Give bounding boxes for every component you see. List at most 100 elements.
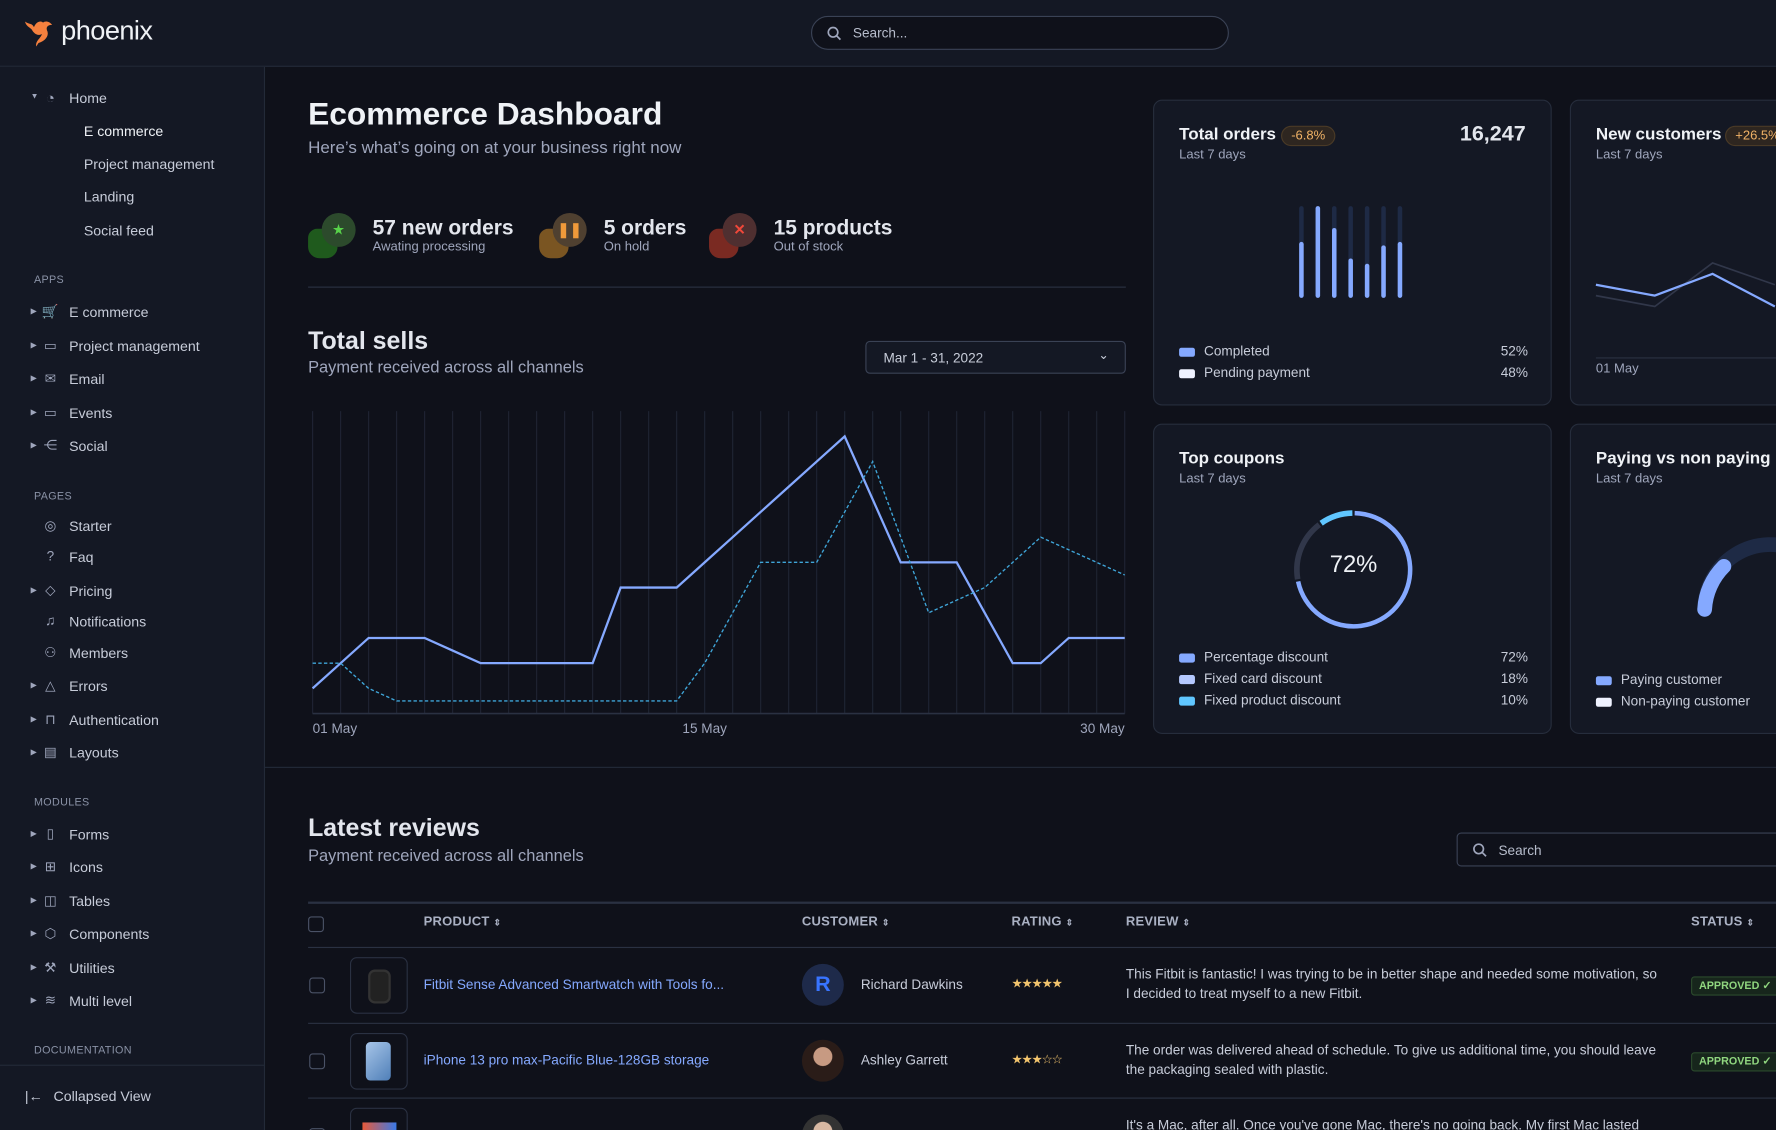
column-header-status[interactable]: STATUS ⇕ (1691, 915, 1755, 929)
chevron-down-icon: ⌄ (1098, 348, 1109, 363)
select-all-checkbox[interactable] (308, 916, 324, 933)
star-icon: ★ (321, 212, 356, 247)
sidebar-item-email[interactable]: ▶ ✉ Email (0, 368, 265, 393)
review-text: This Fitbit is fantastic! I was trying t… (1125, 966, 1657, 1002)
reviews-search-input[interactable]: Search (1456, 832, 1776, 867)
sidebar-item-home[interactable]: ▼ ◔ Home (0, 87, 265, 112)
sidebar-item-faq[interactable]: ? Faq (0, 546, 265, 571)
card-period: Last 7 days (1595, 148, 1663, 162)
stat-label: Awating processing (372, 240, 486, 254)
sidebar-subitem-landing[interactable]: Landing (83, 189, 135, 206)
legend-swatch (1179, 675, 1195, 685)
sidebar-item-icons[interactable]: ▶ ⊞ Icons (0, 856, 265, 881)
row-checkbox[interactable] (309, 977, 326, 994)
avatar[interactable]: R (801, 963, 844, 1006)
sidebar-item-errors[interactable]: ▶ △ Errors (0, 675, 265, 700)
sidebar-section-title: MODULES (33, 796, 90, 809)
phoenix-logo-icon (24, 21, 53, 47)
sidebar-subitem-e-commerce[interactable]: E commerce (83, 123, 164, 140)
product-thumbnail[interactable] (349, 957, 408, 1014)
sidebar-item-project-management[interactable]: ▶ ▭ Project management (0, 335, 265, 360)
sidebar-item-multi-level[interactable]: ▶ ≋ Multi level (0, 990, 265, 1015)
avatar[interactable] (801, 1039, 844, 1082)
cart-icon: 🛒 (41, 303, 59, 320)
collapse-arrow-icon: |← (24, 1088, 43, 1105)
product-link[interactable]: Fitbit Sense Advanced Smartwatch with To… (423, 976, 725, 993)
series-line-0 (311, 434, 1125, 690)
avatar[interactable] (801, 1114, 844, 1130)
column-header-review[interactable]: REVIEW ⇕ (1125, 915, 1191, 929)
customer-name[interactable]: Richard Dawkins (860, 976, 963, 993)
compass-icon: ◎ (44, 517, 57, 534)
legend-swatch (1179, 369, 1195, 379)
help-circle-icon: ? (46, 548, 55, 565)
latest-reviews-title: Latest reviews (308, 813, 480, 842)
search-placeholder: Search (1498, 842, 1542, 859)
tag-icon: ◇ (45, 582, 56, 599)
sidebar-item-notifications[interactable]: ♫ Notifications (0, 610, 265, 635)
sidebar-item-social[interactable]: ▶ ⋲ Social (0, 435, 265, 460)
sidebar-subitem-social-feed[interactable]: Social feed (83, 223, 154, 239)
table-row: iPhone 13 pro max-Pacific Blue-128GB sto… (308, 1024, 1776, 1099)
donut-center-label: 72% (1329, 551, 1378, 578)
customer-name[interactable]: Ashley Garrett (860, 1052, 948, 1069)
rating-stars: ★★★★★ (1011, 977, 1062, 992)
legend-item: Paying customer (1595, 672, 1776, 690)
sidebar-item-pricing[interactable]: ▶ ◇ Pricing (0, 580, 265, 605)
date-range-value: Mar 1 - 31, 2022 (883, 349, 984, 366)
global-search-input[interactable]: Search... (810, 15, 1229, 50)
x-tick-label: 15 May (682, 721, 727, 736)
legend-value: 10% (1500, 692, 1528, 708)
column-header-product[interactable]: PRODUCT ⇕ (423, 915, 502, 929)
sidebar-item-utilities[interactable]: ▶ ⚒ Utilities (0, 957, 265, 982)
row-divider (308, 946, 1776, 949)
paying-gauge-chart (1697, 537, 1776, 617)
columns-icon: ◫ (43, 892, 57, 909)
total-sells-chart: 01 May 15 May 30 May (311, 411, 1126, 736)
orders-bar-chart (1299, 206, 1403, 298)
legend-label: Fixed product discount (1204, 692, 1341, 708)
pause-icon: ❚❚ (552, 212, 587, 247)
collapsed-view-button[interactable]: |← Collapsed View (25, 1088, 151, 1104)
sidebar-item-forms[interactable]: ▶ ▯ Forms (0, 823, 265, 848)
sidebar-divider (0, 1064, 266, 1066)
bell-icon: ♫ (45, 612, 56, 629)
sidebar-subitem-project-management[interactable]: Project management (83, 156, 215, 173)
clipboard-icon: ▭ (43, 337, 57, 354)
sidebar-item-authentication[interactable]: ▶ ⊓ Authentication (0, 709, 265, 734)
legend-swatch (1179, 347, 1195, 357)
sidebar-item-layouts[interactable]: ▶ ▤ Layouts (0, 742, 265, 767)
row-divider (308, 1097, 1776, 1099)
row-checkbox[interactable] (309, 1128, 326, 1130)
users-icon: ⚇ (44, 644, 57, 661)
date-range-select[interactable]: Mar 1 - 31, 2022 ⌄ (865, 340, 1126, 374)
laptop-image (362, 1122, 397, 1130)
legend-item: Fixed product discount 10% (1179, 692, 1528, 710)
stat-label: Out of stock (773, 240, 844, 254)
status-badge: APPROVED ✓ (1691, 976, 1776, 996)
caret-right-icon: ▶ (30, 748, 37, 757)
product-thumbnail[interactable] (349, 1032, 408, 1090)
sidebar-item-label: Utilities (69, 960, 115, 977)
sidebar-item-components[interactable]: ▶ ⬡ Components (0, 923, 265, 948)
row-checkbox[interactable] (309, 1053, 326, 1070)
product-link[interactable]: iPhone 13 pro max-Pacific Blue-128GB sto… (423, 1052, 710, 1069)
column-header-rating[interactable]: RATING ⇕ (1011, 915, 1074, 929)
product-thumbnail[interactable] (349, 1107, 408, 1130)
sidebar-item-events[interactable]: ▶ ▭ Events (0, 402, 265, 427)
review-text: It's a Mac, after all. Once you've gone … (1125, 1116, 1640, 1130)
rating-stars: ★★★☆☆ (1011, 1053, 1062, 1067)
sidebar-item-tables[interactable]: ▶ ◫ Tables (0, 890, 265, 915)
section-divider (265, 766, 1776, 768)
sidebar-item-label: Components (69, 926, 150, 943)
sidebar-item-e-commerce[interactable]: ▶ 🛒 E commerce (0, 301, 265, 326)
table-top-border (308, 901, 1776, 904)
card-period: Last 7 days (1179, 148, 1246, 162)
column-header-customer[interactable]: CUSTOMER ⇕ (801, 915, 890, 929)
sidebar-item-starter[interactable]: ◎ Starter (0, 515, 265, 540)
layers-icon: ≋ (44, 992, 57, 1009)
brand-name[interactable]: phoenix (61, 15, 153, 47)
caret-right-icon: ▶ (30, 897, 37, 905)
card-period: Last 7 days (1179, 472, 1246, 486)
sidebar-item-members[interactable]: ⚇ Members (0, 642, 265, 667)
